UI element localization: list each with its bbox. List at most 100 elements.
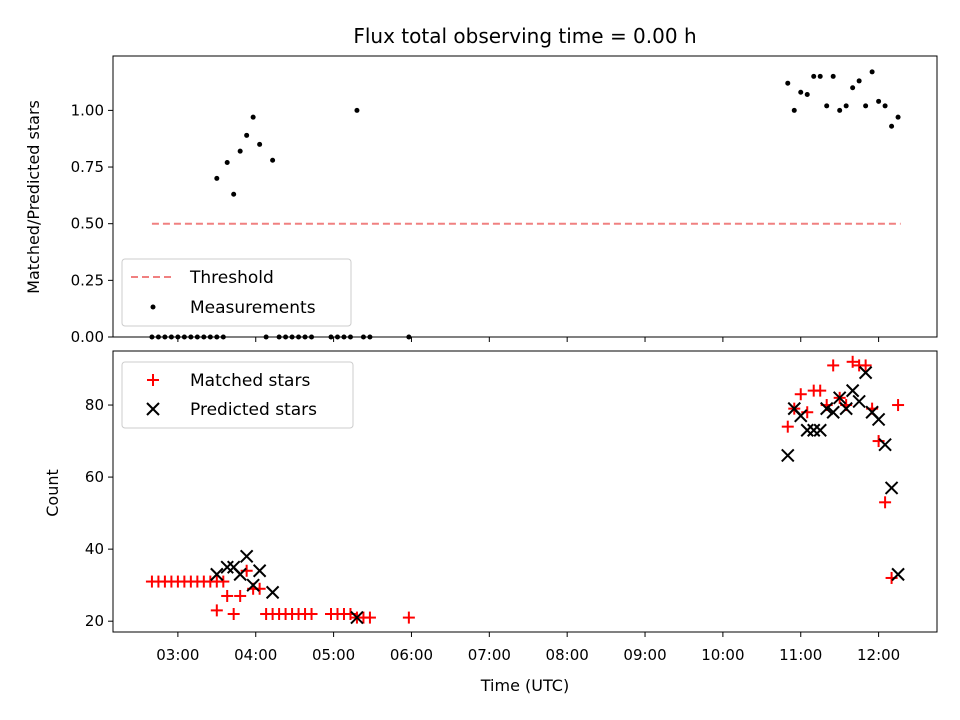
measurement-point bbox=[850, 85, 856, 91]
predicted-star-point bbox=[781, 448, 795, 463]
measurement-point bbox=[354, 107, 360, 113]
bottom-y-tick-label: 20 bbox=[85, 612, 104, 630]
measurement-point bbox=[276, 334, 282, 340]
bottom-plot-frame bbox=[112, 350, 938, 633]
measurement-point bbox=[168, 334, 174, 340]
measurement-point bbox=[843, 103, 849, 109]
chart-title: Flux total observing time = 0.00 h bbox=[353, 24, 696, 48]
x-tick-label: 06:00 bbox=[390, 646, 433, 664]
predicted-star-point bbox=[878, 437, 892, 452]
measurement-point bbox=[406, 334, 412, 340]
x-tick-label: 05:00 bbox=[312, 646, 355, 664]
top-y-tick-label: 0.75 bbox=[71, 158, 104, 176]
measurement-point bbox=[367, 334, 373, 340]
measurement-point bbox=[334, 334, 340, 340]
measurements-legend-swatch bbox=[150, 304, 156, 310]
matched-star-point bbox=[879, 496, 892, 509]
top-panel: 0.00 0.25 0.50 0.75 1.00 Matched/Predicted s… bbox=[24, 55, 938, 346]
predicted-star-point bbox=[891, 567, 905, 582]
measurement-point bbox=[882, 103, 888, 109]
x-axis-label: Time (UTC) bbox=[480, 676, 569, 695]
x-tick-label: 09:00 bbox=[623, 646, 666, 664]
bottom-y-tick-label: 80 bbox=[85, 396, 104, 414]
measurement-point bbox=[347, 334, 353, 340]
measurement-point bbox=[250, 114, 256, 120]
x-tick-label: 03:00 bbox=[156, 646, 199, 664]
measurement-point bbox=[162, 334, 168, 340]
measurement-point bbox=[811, 73, 817, 79]
matched-star-point bbox=[794, 388, 807, 401]
predicted-star-point bbox=[884, 481, 899, 495]
predicted-star-point bbox=[350, 610, 364, 625]
predicted-star-point bbox=[813, 423, 827, 437]
measurement-point bbox=[201, 334, 207, 340]
matched-star-point bbox=[217, 575, 230, 588]
matched-star-point bbox=[402, 611, 415, 624]
predicted-star-point bbox=[794, 409, 808, 423]
top-y-tick-label: 0.00 bbox=[71, 328, 104, 346]
measurement-point bbox=[237, 148, 243, 154]
measurement-point bbox=[798, 89, 804, 95]
measurement-point bbox=[824, 103, 830, 109]
measurement-point bbox=[194, 334, 200, 340]
measurement-point bbox=[207, 334, 213, 340]
top-plot-frame bbox=[112, 55, 938, 338]
matched-star-point bbox=[892, 399, 905, 412]
matched-star-point bbox=[859, 359, 872, 372]
measurement-point bbox=[856, 78, 862, 84]
measurement-point bbox=[214, 175, 220, 181]
measurement-points bbox=[149, 69, 901, 340]
matched-star-point bbox=[227, 607, 240, 620]
measurement-point bbox=[785, 80, 791, 86]
predicted-star-point bbox=[252, 564, 267, 578]
bottom-y-tick-label: 40 bbox=[85, 540, 104, 558]
measurement-point bbox=[791, 107, 797, 113]
matched-star-point bbox=[363, 611, 376, 624]
measurement-point bbox=[309, 334, 315, 340]
measurement-point bbox=[220, 334, 226, 340]
top-y-axis-label: Matched/Predicted stars bbox=[24, 100, 43, 294]
measurement-point bbox=[895, 114, 901, 120]
predicted-star-point bbox=[871, 412, 886, 427]
top-x-ticks bbox=[177, 337, 880, 342]
measurement-point bbox=[341, 334, 347, 340]
bottom-y-ticks: 20 40 60 80 bbox=[85, 396, 113, 630]
matched-star-point bbox=[846, 355, 859, 368]
predicted-star-point bbox=[239, 549, 254, 564]
predicted-star-point bbox=[800, 423, 814, 437]
predicted-star-point bbox=[826, 405, 840, 419]
measurements-legend-label: Measurements bbox=[190, 298, 316, 318]
x-tick-label: 08:00 bbox=[546, 646, 589, 664]
predicted-star-point bbox=[220, 560, 234, 574]
bottom-x-ticks: 03:00 04:00 05:00 06:00 07:00 08:00 09:00 10:00… bbox=[156, 632, 900, 664]
measurement-point bbox=[328, 334, 334, 340]
predicted-star-point bbox=[233, 567, 247, 582]
threshold-legend-label: Threshold bbox=[189, 268, 274, 288]
measurement-point bbox=[876, 98, 882, 104]
matched-star-point bbox=[814, 384, 827, 397]
matched-legend-swatch bbox=[147, 374, 159, 386]
matched-star-point bbox=[827, 359, 840, 372]
matched-star-point bbox=[781, 420, 794, 433]
matched-star-point bbox=[234, 589, 247, 602]
matched-star-point bbox=[305, 607, 318, 620]
matched-stars-points bbox=[145, 355, 905, 624]
measurement-point bbox=[804, 92, 810, 98]
top-y-tick-label: 1.00 bbox=[71, 101, 104, 119]
predicted-star-point bbox=[210, 567, 224, 582]
x-tick-label: 11:00 bbox=[779, 646, 822, 664]
predicted-star-point bbox=[246, 578, 260, 592]
top-y-ticks: 0.00 0.25 0.50 0.75 1.00 bbox=[71, 101, 113, 346]
x-tick-label: 04:00 bbox=[234, 646, 277, 664]
top-y-tick-label: 0.50 bbox=[71, 215, 104, 233]
predicted-star-point bbox=[265, 585, 280, 600]
bottom-y-axis-label: Count bbox=[43, 469, 62, 517]
measurement-point bbox=[149, 334, 155, 340]
top-legend: Threshold Measurements bbox=[121, 258, 352, 327]
measurement-point bbox=[283, 334, 289, 340]
predicted-star-point bbox=[852, 394, 866, 409]
measurement-point bbox=[231, 191, 237, 197]
matched-legend-label: Matched stars bbox=[190, 371, 310, 391]
